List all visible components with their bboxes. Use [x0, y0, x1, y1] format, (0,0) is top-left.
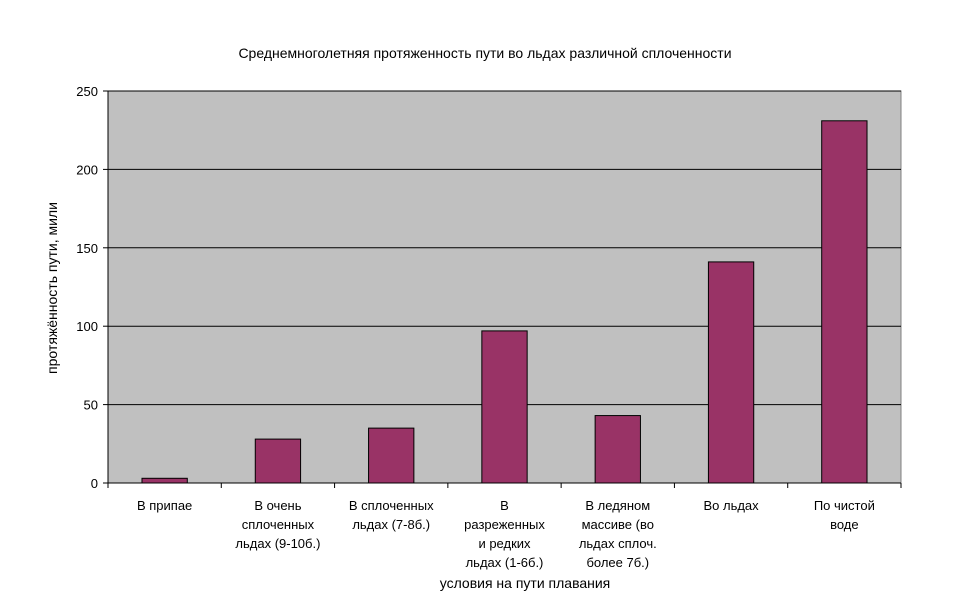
bars — [141, 120, 868, 484]
x-category-label-line: льдах (7-8б.) — [352, 517, 430, 532]
x-category-label-line: сплоченных — [242, 517, 315, 532]
bar — [707, 261, 755, 484]
x-category-labels: В припае В очень сплоченных льдах (9-10б.)В… — [137, 498, 875, 570]
bar — [254, 438, 302, 484]
x-category-label-line: В сплоченных — [349, 498, 434, 513]
x-category-label: В ледяном массиве (во льдах сплоч. более 7б… — [579, 498, 657, 570]
y-tick-label: 250 — [76, 84, 98, 99]
x-category-label-line: и редких — [478, 536, 531, 551]
y-tick-label: 50 — [84, 398, 98, 413]
axes — [103, 90, 902, 488]
x-category-label-line: более 7б.) — [586, 555, 649, 570]
bar — [141, 477, 188, 484]
x-category-label-line: льдах сплоч. — [579, 536, 657, 551]
y-tick-label: 200 — [76, 162, 98, 177]
x-category-label: Во льдах — [703, 498, 759, 513]
x-category-label-line: льдах (1-6б.) — [466, 555, 544, 570]
x-category-label: В сплоченных льдах (7-8б.) — [349, 498, 434, 532]
bar — [481, 330, 528, 484]
x-category-label-line: воде — [830, 517, 859, 532]
bar — [368, 427, 415, 484]
x-category-label-line: Во льдах — [703, 498, 759, 513]
x-category-label-line: разреженных — [464, 517, 545, 532]
y-tick-label: 150 — [76, 241, 98, 256]
bar — [594, 415, 641, 484]
x-axis-title: условия на пути плавания — [440, 575, 611, 591]
x-category-label-line: В — [500, 498, 509, 513]
gridlines — [108, 90, 901, 406]
x-category-label: По чистой воде — [814, 498, 875, 532]
x-category-label: В припае — [137, 498, 192, 513]
x-category-label-line: В очень — [254, 498, 301, 513]
x-category-label-line: массиве (во — [582, 517, 654, 532]
x-category-label-line: В припае — [137, 498, 192, 513]
x-category-label-line: льдах (9-10б.) — [235, 536, 320, 551]
x-category-label-line: В ледяном — [585, 498, 650, 513]
chart-title: Среднемноголетняя протяженность пути во … — [238, 45, 731, 61]
y-tick-label: 0 — [91, 476, 98, 491]
x-category-label-line: По чистой — [814, 498, 875, 513]
x-category-label: В очень сплоченных льдах (9-10б.) — [235, 498, 320, 551]
y-tick-label: 100 — [76, 319, 98, 334]
y-tick-labels: 0 50 100 150 200 250 — [76, 84, 98, 491]
y-axis-title: протяжённость пути, мили — [44, 202, 60, 374]
bar — [821, 120, 868, 484]
